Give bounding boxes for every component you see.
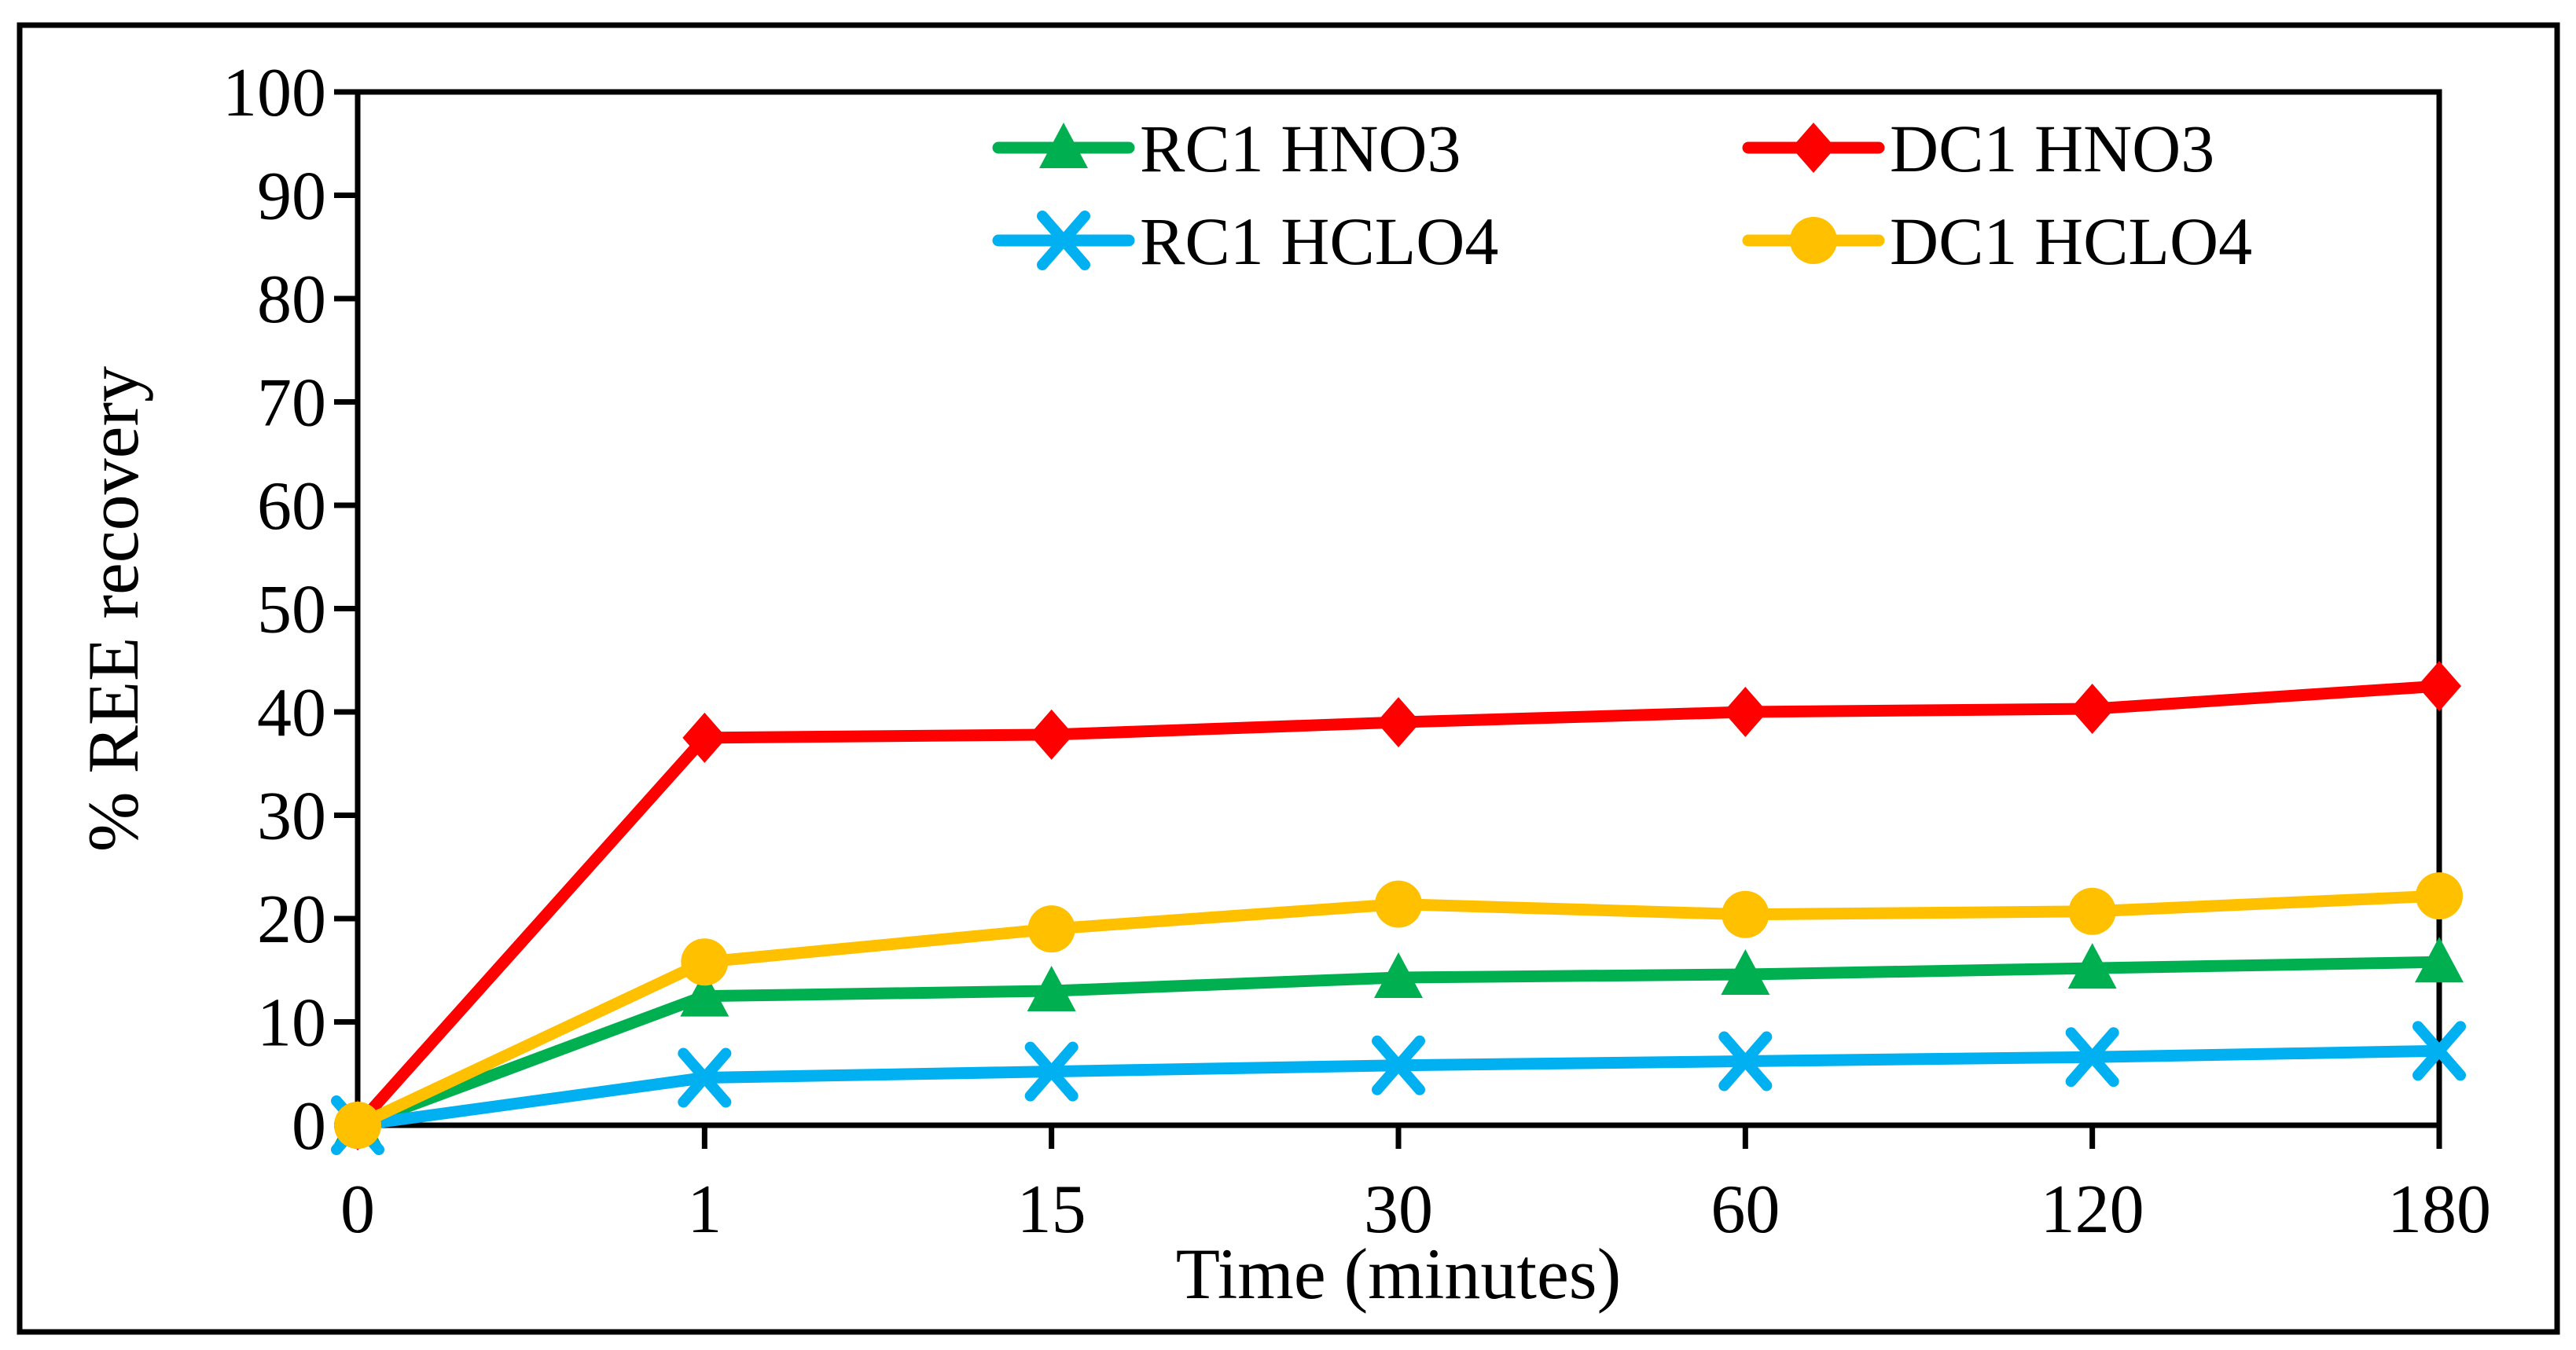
triangle-marker bbox=[680, 970, 729, 1017]
triangle-marker bbox=[1027, 966, 1076, 1012]
legend-label: DC1 HCLO4 bbox=[1890, 204, 2252, 279]
y-axis-tick-label: 100 bbox=[222, 55, 326, 131]
y-axis-tick-label: 50 bbox=[257, 572, 326, 648]
triangle-marker bbox=[2067, 943, 2117, 989]
diamond-marker bbox=[2070, 684, 2115, 735]
diamond-marker bbox=[1791, 123, 1836, 173]
triangle-marker bbox=[1039, 123, 1088, 168]
circle-marker bbox=[2068, 887, 2116, 935]
circle-marker bbox=[334, 1102, 381, 1149]
x-marker bbox=[1024, 1041, 1079, 1102]
figure-frame bbox=[17, 22, 2560, 1335]
series-rc1-hno3 bbox=[333, 937, 2464, 1146]
diamond-marker bbox=[1723, 687, 1768, 737]
circle-marker bbox=[681, 938, 729, 986]
legend-item-dc1-hno3: DC1 HNO3 bbox=[1742, 111, 2214, 186]
y-axis-tick-label: 70 bbox=[257, 365, 326, 442]
y-axis-tick-label: 30 bbox=[257, 779, 326, 855]
y-axis-tick-label: 60 bbox=[257, 468, 326, 545]
y-axis-tick-label: 20 bbox=[257, 882, 326, 958]
diamond-marker bbox=[2417, 661, 2461, 712]
triangle-marker bbox=[2415, 937, 2464, 983]
legend-item-rc1-hclo4: RC1 HCLO4 bbox=[992, 204, 1498, 279]
x-axis-title: Time (minutes) bbox=[1176, 1234, 1622, 1314]
circle-marker bbox=[1722, 890, 1769, 938]
triangle-marker bbox=[1721, 949, 1770, 996]
x-axis-tick-label: 180 bbox=[2387, 1172, 2491, 1248]
x-marker bbox=[2412, 1021, 2466, 1081]
x-marker bbox=[1718, 1031, 1773, 1091]
y-axis-tick-label: 90 bbox=[257, 159, 326, 235]
circle-marker bbox=[2416, 872, 2463, 920]
diamond-marker bbox=[1029, 709, 1074, 760]
legend-item-rc1-hno3: RC1 HNO3 bbox=[992, 111, 1461, 186]
circle-marker bbox=[1027, 905, 1075, 953]
triangle-marker bbox=[1374, 952, 1423, 998]
y-axis-tick-label: 80 bbox=[257, 262, 326, 338]
x-axis-tick-label: 1 bbox=[687, 1172, 722, 1248]
legend-item-dc1-hclo4: DC1 HCLO4 bbox=[1742, 204, 2252, 279]
x-axis-tick-label: 0 bbox=[340, 1172, 375, 1248]
x-marker bbox=[678, 1047, 732, 1108]
x-marker bbox=[2065, 1027, 2119, 1088]
circle-marker bbox=[1375, 880, 1422, 928]
legend-label: RC1 HNO3 bbox=[1140, 111, 1461, 186]
diamond-marker bbox=[682, 712, 727, 763]
x-axis-tick-label: 120 bbox=[2041, 1172, 2144, 1248]
circle-marker bbox=[1790, 217, 1837, 264]
y-axis-tick-label: 10 bbox=[257, 985, 326, 1062]
legend-label: RC1 HCLO4 bbox=[1140, 204, 1498, 279]
x-axis-tick-label: 60 bbox=[1711, 1172, 1780, 1248]
axes-layer: 0 10 20 30 40 50 60 70 80 90 100 0 1 15 30 60 120 180 bbox=[222, 55, 2491, 1248]
series-dc1-hclo4 bbox=[334, 872, 2463, 1149]
series-dc1-hno3 bbox=[336, 661, 2461, 1150]
series-layer bbox=[331, 661, 2466, 1155]
x-marker bbox=[1372, 1035, 1425, 1095]
x-marker bbox=[1037, 211, 1090, 270]
x-axis-tick-label: 30 bbox=[1364, 1172, 1433, 1248]
legend-label: DC1 HNO3 bbox=[1890, 111, 2214, 186]
y-axis-tick-label: 0 bbox=[292, 1088, 326, 1165]
x-axis-tick-label: 15 bbox=[1017, 1172, 1086, 1248]
legend: RC1 HNO3 DC1 HNO3 RC1 HCLO4 DC1 HCLO4 bbox=[992, 111, 2252, 279]
diamond-marker bbox=[1376, 697, 1420, 748]
y-axis-tick-label: 40 bbox=[257, 675, 326, 751]
y-axis-title: % REE recovery bbox=[73, 366, 153, 852]
